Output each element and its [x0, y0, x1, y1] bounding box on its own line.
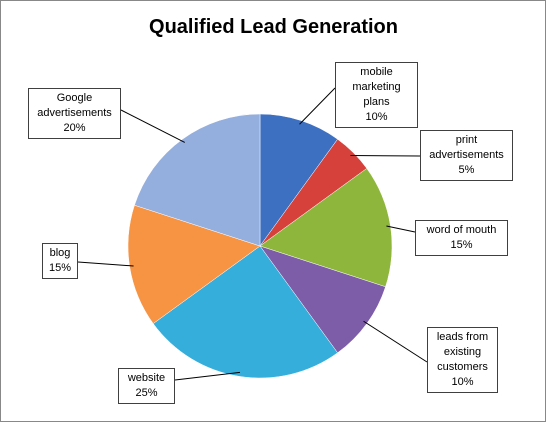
data-label: word of mouth 15%: [415, 220, 508, 256]
category-label: word of mouth: [426, 224, 497, 236]
value-label: 5%: [458, 164, 475, 176]
leader-line: [299, 87, 336, 125]
category-label: website: [127, 372, 166, 384]
pie-slice: [134, 113, 261, 247]
category-label: leads from existing customers: [436, 331, 489, 373]
value-label: 25%: [135, 387, 158, 399]
pie-slice: [152, 245, 338, 379]
data-label: blog 15%: [42, 243, 78, 279]
value-label: 10%: [451, 376, 474, 388]
chart-title: Qualified Lead Generation: [149, 16, 398, 38]
leader-line: [386, 225, 416, 233]
leader-line: [174, 371, 241, 381]
value-label: 10%: [365, 111, 388, 123]
category-label: print advertisements: [429, 134, 504, 161]
value-label: 15%: [450, 239, 473, 251]
category-label: blog: [49, 247, 71, 259]
leader-line: [350, 154, 421, 157]
data-label: leads from existing customers 10%: [427, 327, 498, 393]
value-label: 15%: [48, 262, 72, 274]
pie-slice: [127, 204, 261, 324]
data-label: print advertisements 5%: [420, 130, 513, 181]
pie-slice: [259, 168, 393, 288]
pie-slice: [259, 113, 338, 247]
category-label: Google advertisements: [37, 92, 112, 119]
data-label: mobile marketing plans 10%: [335, 62, 418, 128]
leader-line: [77, 261, 134, 267]
leader-line: [120, 109, 185, 143]
value-label: 20%: [63, 122, 86, 134]
data-label: website 25%: [118, 368, 175, 404]
data-label: Google advertisements 20%: [28, 88, 121, 139]
category-label: mobile marketing plans: [352, 66, 401, 108]
leader-line: [363, 320, 428, 363]
